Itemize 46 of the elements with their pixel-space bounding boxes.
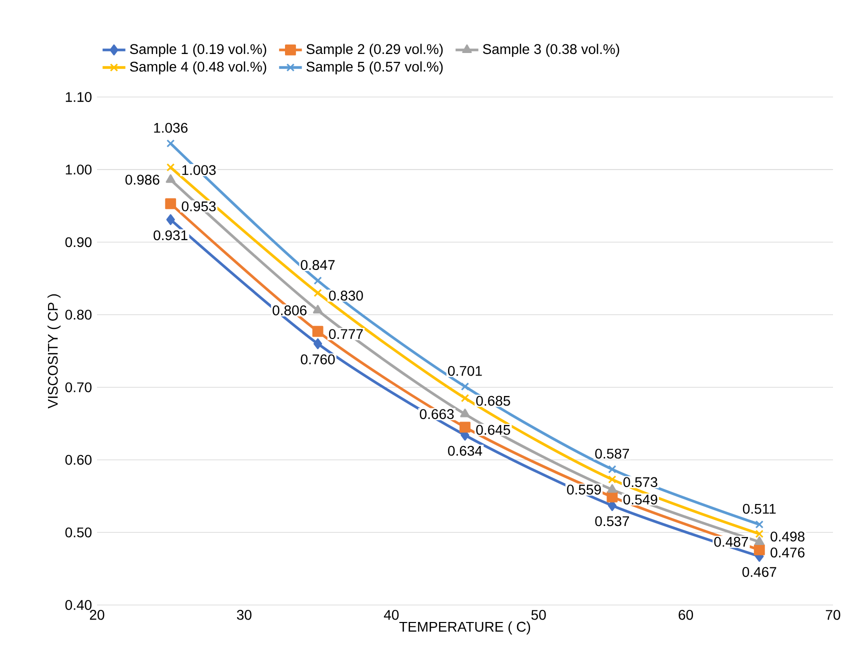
y-tick-label: 0.40 — [65, 600, 92, 610]
data-label: 0.663 — [420, 409, 454, 420]
data-label: 1.036 — [154, 122, 188, 133]
data-label: 0.847 — [300, 260, 335, 270]
y-tick-label: 0.70 — [65, 382, 92, 392]
data-label: 0.634 — [448, 446, 482, 456]
data-label: 0.953 — [182, 201, 216, 212]
data-label: 0.685 — [476, 396, 510, 406]
y-tick-label: 0.80 — [65, 310, 92, 320]
legend-label: Sample 3 (0.38 vol.%) — [482, 44, 620, 57]
x-tick-label: 20 — [90, 610, 104, 620]
y-tick-label: 1.00 — [66, 164, 92, 175]
data-label: 0.573 — [623, 477, 658, 488]
legend-label: Sample 4 (0.48 vol.%) — [130, 61, 266, 74]
x-tick-label: 50 — [531, 610, 546, 620]
data-label: 0.645 — [476, 424, 510, 435]
legend-label: Sample 2 (0.29 vol.%) — [306, 44, 443, 57]
y-tick-label: 0.60 — [65, 454, 92, 465]
y-tick-label: 0.50 — [65, 527, 92, 538]
y-tick-label: 0.90 — [65, 237, 92, 248]
data-label: 0.549 — [623, 494, 658, 504]
x-tick-label: 60 — [678, 610, 694, 620]
x-axis-title: TEMPERATURE ( C) — [399, 621, 530, 634]
x-tick-label: 30 — [236, 610, 252, 620]
data-label: 0.806 — [272, 305, 307, 316]
y-tick-label: 1.10 — [66, 92, 92, 102]
data-label: 0.986 — [125, 174, 160, 185]
y-axis-title: VISCOSITY ( CP ) — [48, 294, 61, 408]
legend-label: Sample 5 (0.57 vol.%) — [306, 61, 443, 74]
data-label: 0.559 — [567, 484, 601, 495]
data-label: 0.777 — [329, 329, 363, 340]
data-label: 0.476 — [770, 548, 804, 558]
data-label: 0.511 — [742, 504, 776, 514]
data-label: 0.498 — [770, 532, 804, 542]
data-label: 0.760 — [300, 354, 335, 364]
x-tick-label: 40 — [384, 610, 399, 620]
data-label: 0.487 — [714, 536, 748, 547]
data-label: 0.701 — [448, 366, 482, 376]
data-label: 0.537 — [595, 516, 629, 526]
x-tick-label: 70 — [826, 610, 840, 620]
data-label: 0.467 — [742, 567, 776, 577]
data-label: 0.587 — [595, 448, 629, 459]
legend-label: Sample 1 (0.19 vol.%) — [130, 44, 266, 57]
data-label: 0.931 — [154, 230, 188, 240]
data-label: 1.003 — [182, 165, 216, 176]
data-label: 0.830 — [329, 290, 363, 301]
